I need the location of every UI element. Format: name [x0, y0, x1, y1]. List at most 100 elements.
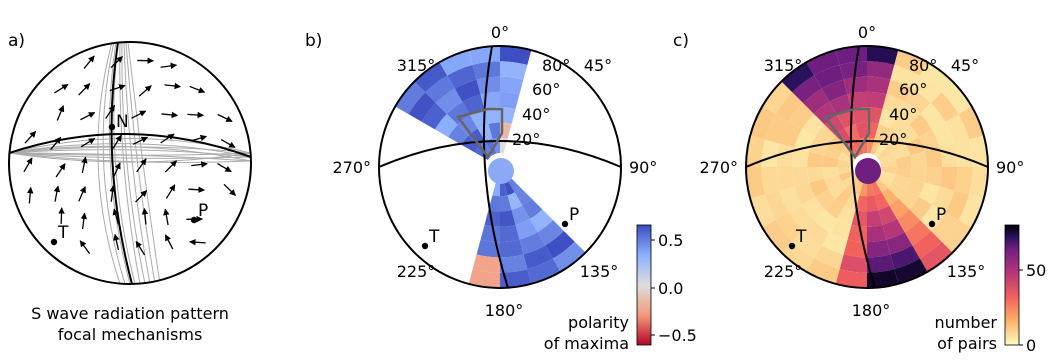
heatmap-cell	[835, 269, 867, 288]
panel-a-arrow	[141, 207, 149, 225]
panel-a-arrow	[135, 190, 148, 203]
heatmap-cell	[920, 204, 946, 231]
heatmap-cell	[821, 232, 848, 255]
panel-a-arrow	[53, 185, 61, 202]
heatmap-cell	[468, 269, 500, 288]
heatmap-cell	[436, 88, 463, 114]
heatmap-cell	[958, 106, 984, 140]
center-dot	[855, 158, 881, 184]
heatmap-cell	[939, 167, 958, 191]
heatmap-cell	[904, 88, 931, 114]
panel-a-arrow	[161, 111, 179, 119]
heatmap-cell	[941, 219, 972, 253]
heatmap-cell	[904, 220, 931, 246]
heatmap-cell	[500, 239, 524, 258]
heatmap-cell	[519, 232, 546, 255]
panel-a-arrow	[188, 186, 205, 193]
panel-a-arrow	[81, 156, 88, 173]
heatmap-cell	[969, 135, 988, 167]
dip-tick-label: 40°	[522, 105, 550, 124]
heatmap-cell	[905, 178, 925, 197]
heatmap-cell	[882, 94, 905, 116]
heatmap-cell	[912, 75, 942, 104]
heatmap-cell	[898, 124, 919, 145]
colorbar-title-line: of maxima	[544, 334, 629, 353]
dip-tick-label: 20°	[512, 130, 540, 149]
axis-point-p	[928, 220, 936, 228]
heatmap-cell	[511, 205, 530, 225]
heatmap-cell	[764, 190, 789, 220]
heatmap-cell	[791, 147, 810, 167]
nodal-plane-horizontal	[378, 140, 622, 168]
heatmap-cell	[881, 187, 899, 206]
heatmap-cell	[545, 230, 575, 259]
heatmap-cell	[919, 241, 953, 272]
panel-a-great-circles	[9, 42, 251, 284]
heatmap-cell	[761, 167, 780, 195]
heatmap-cell	[889, 115, 910, 136]
heatmap-cell	[461, 135, 480, 153]
heatmap-cell	[890, 245, 920, 270]
nodal-plane-vertical	[849, 45, 876, 289]
heatmap-cell	[876, 146, 893, 160]
heatmap-cell	[969, 167, 988, 199]
heatmap-cell	[867, 61, 895, 80]
colorbar-tick-label: −0.5	[658, 326, 697, 345]
colorbar-title-line: of pairs	[937, 334, 997, 353]
heatmap-cell	[791, 167, 810, 187]
heatmap-cell	[813, 209, 838, 233]
azimuth-tick-label: 0°	[491, 23, 509, 42]
panel-a-arrow	[105, 104, 116, 119]
heatmap-cell	[788, 103, 814, 130]
heatmap-cell	[867, 91, 887, 110]
heatmap-cell	[892, 174, 911, 190]
panel-a-arrow	[109, 84, 126, 92]
heatmap-cell	[807, 167, 824, 183]
heatmap-cell	[886, 232, 913, 255]
panel-a-arrow	[23, 157, 33, 173]
panel-a-n-label: N	[116, 112, 129, 132]
heatmap-cell	[775, 92, 804, 122]
heatmap-cell	[822, 167, 839, 179]
heatmap-cell	[843, 239, 867, 258]
heatmap-cell	[500, 195, 512, 212]
heatmap-cell	[889, 198, 910, 219]
panel-a-arrow	[113, 233, 120, 251]
heatmap-cell	[762, 219, 793, 253]
heatmap-cell	[954, 167, 973, 195]
heatmap-cell	[446, 101, 471, 125]
heatmap-cell	[829, 94, 852, 116]
heatmap-cell	[870, 138, 882, 155]
azimuth-tick-label: 135°	[947, 262, 986, 281]
panel-a-arrow	[164, 160, 178, 173]
heatmap-cell	[801, 196, 825, 221]
selection-box	[455, 107, 504, 160]
azimuth-tick-label: 180°	[852, 301, 891, 320]
heatmap-cell	[492, 180, 500, 197]
azimuth-tick-label: 225°	[764, 262, 803, 281]
heatmap-cell	[867, 107, 883, 124]
panel-a-arrow	[55, 163, 66, 178]
heatmap-cell	[878, 109, 897, 129]
axis-point-label: T	[795, 227, 807, 247]
heatmap-cell	[874, 123, 890, 142]
panel-a-arrow	[138, 85, 152, 97]
panel-a-vertical-plane	[121, 42, 146, 284]
heatmap-cell	[941, 81, 972, 115]
panel-a-arrow	[112, 162, 121, 178]
dip-tick-label: 20°	[879, 130, 907, 149]
heatmap-cell	[909, 113, 933, 138]
heatmap-cell	[500, 254, 528, 273]
selection-box	[822, 107, 871, 160]
heatmap-cell	[930, 92, 959, 122]
heatmap-cell	[909, 196, 933, 221]
heatmap-cell	[809, 178, 829, 197]
heatmap-cell	[488, 195, 500, 212]
azimuth-tick-label: 90°	[996, 158, 1024, 177]
heatmap-cell	[552, 241, 586, 272]
panel-a-arrow	[112, 134, 122, 150]
heatmap-cell	[910, 151, 927, 167]
panel-c-colorbar: 50 0 number of pairs	[935, 224, 1046, 355]
colorbar-title-line: number	[935, 313, 998, 332]
heatmap-cell	[781, 241, 815, 272]
